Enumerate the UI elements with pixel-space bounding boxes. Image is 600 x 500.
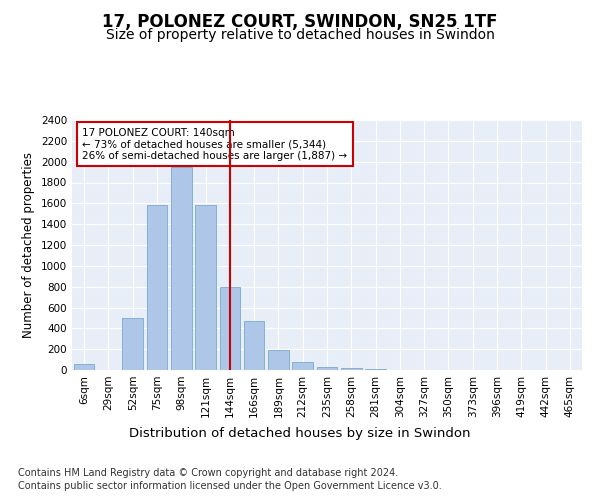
Text: Contains HM Land Registry data © Crown copyright and database right 2024.: Contains HM Land Registry data © Crown c… [18, 468, 398, 477]
Bar [292, 362, 313, 370]
Text: Distribution of detached houses by size in Swindon: Distribution of detached houses by size … [129, 428, 471, 440]
Bar [146, 206, 167, 370]
Bar [268, 350, 289, 370]
Text: 17 POLONEZ COURT: 140sqm
← 73% of detached houses are smaller (5,344)
26% of sem: 17 POLONEZ COURT: 140sqm ← 73% of detach… [82, 128, 347, 160]
Text: Size of property relative to detached houses in Swindon: Size of property relative to detached ho… [106, 28, 494, 42]
Y-axis label: Number of detached properties: Number of detached properties [22, 152, 35, 338]
Bar [341, 368, 362, 370]
Bar [74, 364, 94, 370]
Bar [244, 321, 265, 370]
Bar [122, 318, 143, 370]
Bar [317, 368, 337, 370]
Text: 17, POLONEZ COURT, SWINDON, SN25 1TF: 17, POLONEZ COURT, SWINDON, SN25 1TF [102, 12, 498, 30]
Bar [171, 167, 191, 370]
Bar [195, 206, 216, 370]
Text: Contains public sector information licensed under the Open Government Licence v3: Contains public sector information licen… [18, 481, 442, 491]
Bar [220, 286, 240, 370]
